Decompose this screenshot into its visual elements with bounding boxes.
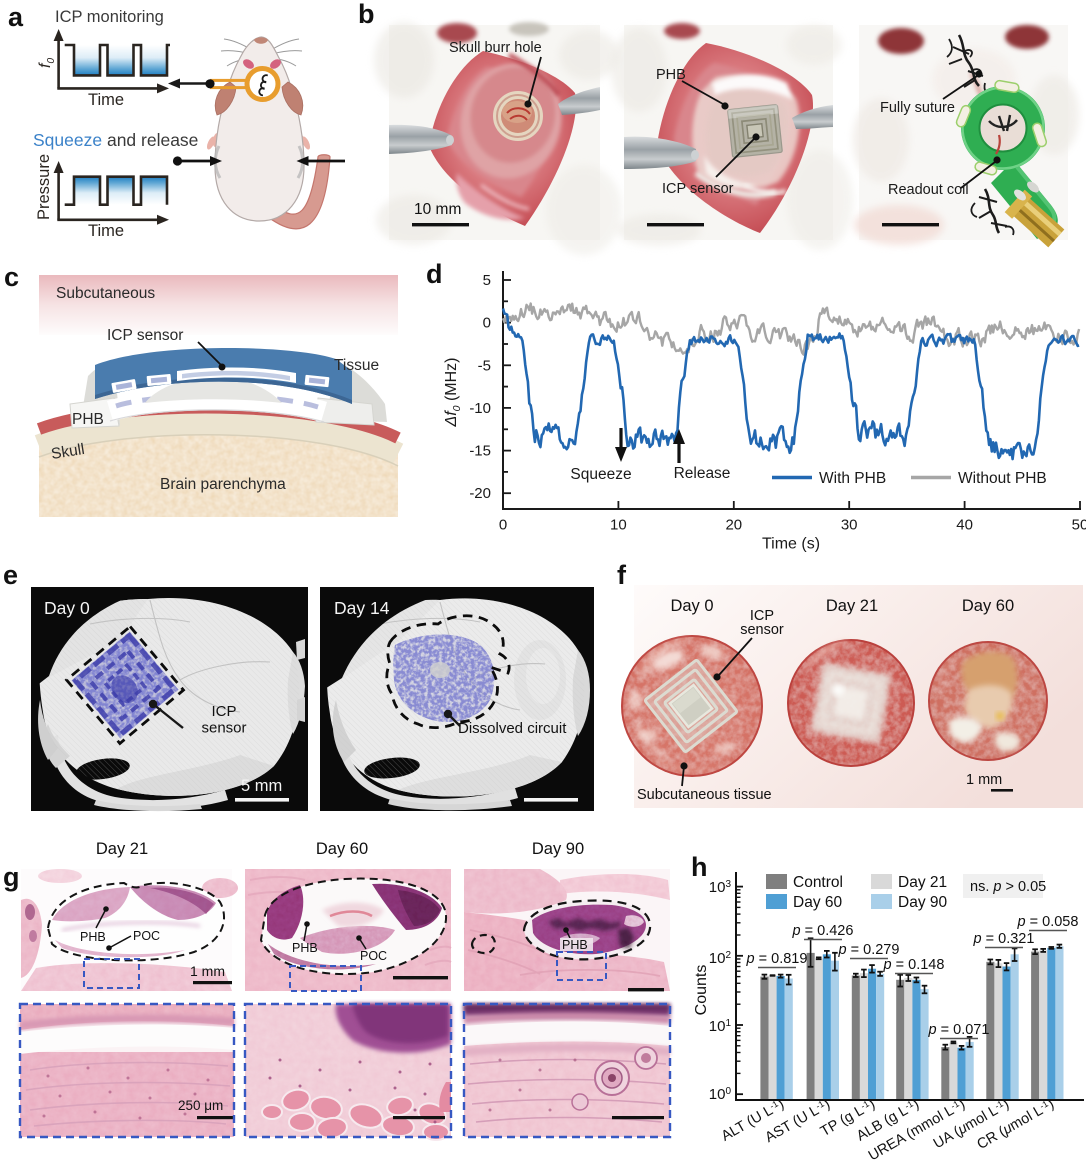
- svg-text:b: b: [358, 0, 375, 29]
- svg-text:-20: -20: [469, 485, 491, 502]
- svg-text:103: 103: [709, 879, 732, 896]
- svg-text:Day 60: Day 60: [962, 597, 1014, 615]
- svg-text:ICP monitoring: ICP monitoring: [55, 8, 164, 26]
- svg-text:20: 20: [725, 517, 742, 534]
- svg-text:f: f: [617, 560, 627, 590]
- svg-text:Skull burr hole: Skull burr hole: [449, 40, 542, 56]
- svg-text:Time: Time: [88, 222, 124, 240]
- svg-text:sensor: sensor: [201, 720, 246, 737]
- svg-text:10 mm: 10 mm: [414, 201, 461, 218]
- svg-text:ns. p > 0.05: ns. p > 0.05: [970, 879, 1046, 895]
- svg-text:Readout coil: Readout coil: [888, 182, 969, 198]
- svg-text:Without PHB: Without PHB: [958, 470, 1047, 487]
- svg-text:p = 0.819: p = 0.819: [746, 951, 808, 967]
- svg-text:h: h: [691, 852, 708, 882]
- svg-text:POC: POC: [360, 949, 387, 963]
- svg-text:Tissue: Tissue: [334, 357, 379, 374]
- svg-text:c: c: [4, 262, 19, 292]
- svg-text:PHB: PHB: [80, 930, 106, 944]
- svg-text:1 mm: 1 mm: [190, 963, 225, 979]
- svg-text:40: 40: [956, 517, 973, 534]
- svg-text:Day 14: Day 14: [334, 598, 390, 618]
- svg-text:p = 0.426: p = 0.426: [792, 923, 854, 939]
- svg-text:Squeeze and release: Squeeze and release: [33, 130, 198, 150]
- svg-text:Day 21: Day 21: [898, 874, 947, 891]
- svg-text:Day 0: Day 0: [670, 597, 713, 615]
- svg-text:Skull: Skull: [50, 441, 86, 463]
- svg-text:PHB: PHB: [292, 941, 318, 955]
- svg-text:PHB: PHB: [562, 938, 588, 952]
- svg-text:Day 60: Day 60: [793, 894, 842, 911]
- svg-text:10: 10: [610, 517, 627, 534]
- svg-text:With PHB: With PHB: [819, 470, 886, 487]
- svg-text:5: 5: [483, 272, 491, 289]
- svg-text:0: 0: [499, 517, 507, 534]
- svg-text:Time (s): Time (s): [762, 536, 820, 553]
- svg-text:-15: -15: [469, 443, 491, 460]
- svg-text:Day 60: Day 60: [316, 840, 368, 858]
- svg-text:-10: -10: [469, 400, 491, 417]
- svg-text:Counts: Counts: [693, 965, 710, 1016]
- svg-text:Fully suture: Fully suture: [880, 100, 955, 116]
- svg-text:Control: Control: [793, 874, 843, 891]
- svg-text:Time: Time: [88, 91, 124, 109]
- svg-text:Release: Release: [674, 465, 731, 482]
- svg-text:ICP sensor: ICP sensor: [107, 327, 183, 344]
- svg-text:0: 0: [483, 315, 491, 332]
- svg-text:g: g: [3, 862, 20, 892]
- svg-text:Subcutaneous: Subcutaneous: [56, 285, 155, 302]
- svg-text:Day 90: Day 90: [898, 894, 947, 911]
- svg-text:Day 0: Day 0: [44, 598, 90, 618]
- svg-text:e: e: [3, 560, 18, 590]
- svg-text:Day 21: Day 21: [96, 840, 148, 858]
- svg-text:Brain parenchyma: Brain parenchyma: [160, 476, 286, 493]
- svg-text:POC: POC: [133, 929, 160, 943]
- svg-text:102: 102: [709, 950, 732, 967]
- svg-text:1 mm: 1 mm: [966, 772, 1002, 788]
- svg-text:p = 0.148: p = 0.148: [883, 957, 945, 973]
- svg-text:-5: -5: [478, 357, 491, 374]
- svg-text:CR (μmol L-1): CR (μmol L-1): [974, 1096, 1057, 1153]
- svg-text:p = 0.321: p = 0.321: [973, 931, 1035, 947]
- svg-text:a: a: [8, 2, 24, 32]
- svg-text:ICP: ICP: [750, 608, 774, 624]
- svg-text:ICP: ICP: [211, 703, 236, 720]
- svg-text:Dissolved circuit: Dissolved circuit: [458, 720, 567, 737]
- svg-text:ICP sensor: ICP sensor: [662, 181, 734, 197]
- svg-text:p = 0.279: p = 0.279: [838, 942, 900, 958]
- svg-text:Subcutaneous tissue: Subcutaneous tissue: [637, 787, 772, 803]
- svg-text:Pressure: Pressure: [35, 154, 53, 220]
- svg-text:d: d: [426, 259, 443, 289]
- svg-text:PHB: PHB: [656, 67, 686, 83]
- svg-text:Day 90: Day 90: [532, 840, 584, 858]
- svg-text:PHB: PHB: [72, 411, 104, 428]
- svg-text:Day 21: Day 21: [826, 597, 878, 615]
- svg-text:101: 101: [709, 1018, 732, 1035]
- svg-text:5 mm: 5 mm: [241, 777, 282, 795]
- svg-text:p = 0.058: p = 0.058: [1017, 914, 1079, 930]
- svg-text:30: 30: [841, 517, 858, 534]
- svg-text:f0: f0: [37, 58, 57, 68]
- svg-text:sensor: sensor: [740, 622, 784, 638]
- svg-text:100: 100: [709, 1086, 732, 1103]
- svg-text:250 μm: 250 μm: [178, 1098, 223, 1113]
- svg-text:p = 0.071: p = 0.071: [928, 1022, 990, 1038]
- svg-text:Δf0 (MHz): Δf0 (MHz): [443, 357, 463, 427]
- svg-text:Squeeze: Squeeze: [570, 466, 631, 483]
- svg-text:50: 50: [1072, 517, 1086, 534]
